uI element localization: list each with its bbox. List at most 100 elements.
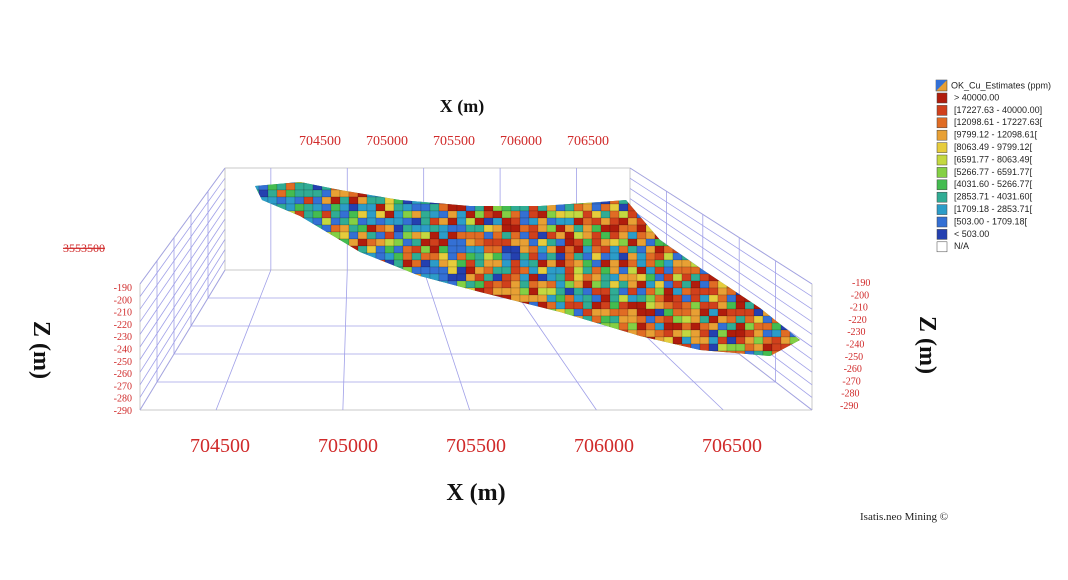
- block: [753, 210, 764, 219]
- block: [762, 189, 773, 198]
- block: [690, 273, 701, 282]
- block: [564, 280, 575, 289]
- block: [393, 336, 404, 345]
- block: [681, 350, 692, 356]
- block: [645, 280, 656, 289]
- block: [393, 210, 404, 219]
- block: [592, 365, 601, 372]
- block: [492, 189, 503, 198]
- block: [421, 365, 430, 372]
- block: [681, 252, 692, 261]
- block: [699, 203, 710, 212]
- block: [735, 322, 746, 331]
- block: [303, 189, 314, 198]
- block: [510, 308, 521, 317]
- block: [456, 182, 467, 184]
- block: [528, 217, 539, 226]
- block: [331, 365, 340, 372]
- block: [366, 217, 377, 226]
- block: [762, 231, 773, 240]
- block: [411, 280, 422, 289]
- block: [717, 182, 728, 191]
- block: [429, 273, 440, 282]
- block: [528, 224, 539, 233]
- block: [385, 358, 394, 365]
- legend-label: [8063.49 - 9799.12[: [954, 142, 1033, 152]
- block: [276, 336, 287, 345]
- block: [753, 266, 764, 275]
- block: [438, 238, 449, 247]
- block: [555, 280, 566, 289]
- block: [447, 336, 458, 345]
- block: [393, 245, 404, 254]
- block: [321, 182, 332, 184]
- block: [654, 231, 665, 240]
- block: [555, 210, 566, 219]
- block: [483, 322, 494, 331]
- block: [303, 350, 314, 356]
- block: [474, 182, 485, 191]
- block: [519, 294, 530, 303]
- block: [564, 273, 575, 282]
- block: [654, 294, 665, 303]
- z-tick-label-right: -230: [847, 327, 865, 338]
- z-tick-label-right: -250: [845, 352, 863, 363]
- block: [654, 336, 665, 345]
- block: [492, 294, 503, 303]
- block: [474, 182, 485, 184]
- x-tick-label-top: 704500: [299, 134, 341, 149]
- block: [456, 294, 467, 303]
- block: [573, 189, 584, 198]
- block: [564, 266, 575, 275]
- block: [330, 301, 341, 310]
- block: [358, 365, 367, 372]
- z-tick-label-left: -210: [114, 308, 132, 319]
- block: [762, 210, 773, 219]
- block: [420, 231, 431, 240]
- block: [358, 358, 367, 365]
- block: [501, 217, 512, 226]
- block: [582, 231, 593, 240]
- block: [255, 217, 260, 226]
- block: [808, 190, 817, 197]
- block: [330, 203, 341, 212]
- block: [420, 182, 431, 184]
- block: [537, 343, 548, 352]
- block: [762, 238, 773, 247]
- block: [375, 217, 386, 226]
- block: [276, 182, 287, 191]
- block: [465, 182, 476, 184]
- block: [646, 358, 655, 365]
- block: [384, 182, 395, 184]
- block: [555, 301, 566, 310]
- block: [808, 267, 817, 274]
- block: [780, 196, 791, 205]
- block: [618, 182, 629, 191]
- block: [699, 315, 710, 324]
- block: [727, 358, 736, 365]
- block: [510, 196, 521, 205]
- block: [636, 259, 647, 268]
- block: [339, 280, 350, 289]
- block: [357, 182, 368, 184]
- block: [537, 336, 548, 345]
- block: [366, 224, 377, 233]
- block: [285, 217, 296, 226]
- block: [286, 365, 295, 372]
- block: [708, 196, 719, 205]
- block: [348, 343, 359, 352]
- block: [321, 224, 332, 233]
- side-wall-line: [139, 269, 226, 411]
- block: [771, 238, 782, 247]
- block: [411, 273, 422, 282]
- block: [627, 273, 638, 282]
- block: [348, 238, 359, 247]
- z-tick-label-left: -250: [114, 357, 132, 368]
- block: [744, 315, 755, 324]
- block: [519, 315, 530, 324]
- block: [519, 231, 530, 240]
- block: [789, 203, 800, 212]
- block: [384, 252, 395, 261]
- block: [708, 182, 719, 191]
- block: [330, 287, 341, 296]
